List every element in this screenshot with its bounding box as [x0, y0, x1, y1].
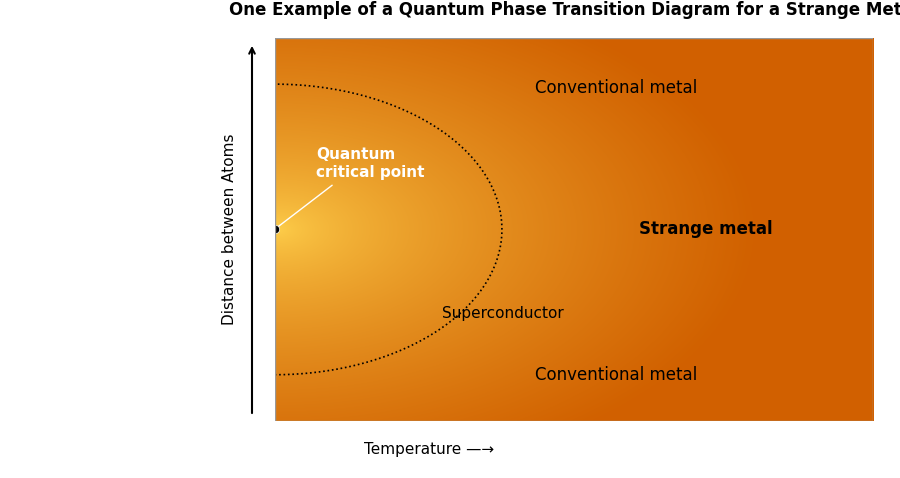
Text: Strange metal: Strange metal	[639, 220, 772, 239]
Text: One Example of a Quantum Phase Transition Diagram for a Strange Metal: One Example of a Quantum Phase Transitio…	[229, 1, 900, 19]
Text: Temperature —→: Temperature —→	[364, 442, 495, 457]
Text: Conventional metal: Conventional metal	[535, 366, 697, 384]
Text: Superconductor: Superconductor	[442, 306, 563, 321]
Text: Conventional metal: Conventional metal	[535, 79, 697, 97]
Text: Quantum
critical point: Quantum critical point	[317, 147, 425, 180]
Text: Distance between Atoms: Distance between Atoms	[222, 134, 237, 325]
